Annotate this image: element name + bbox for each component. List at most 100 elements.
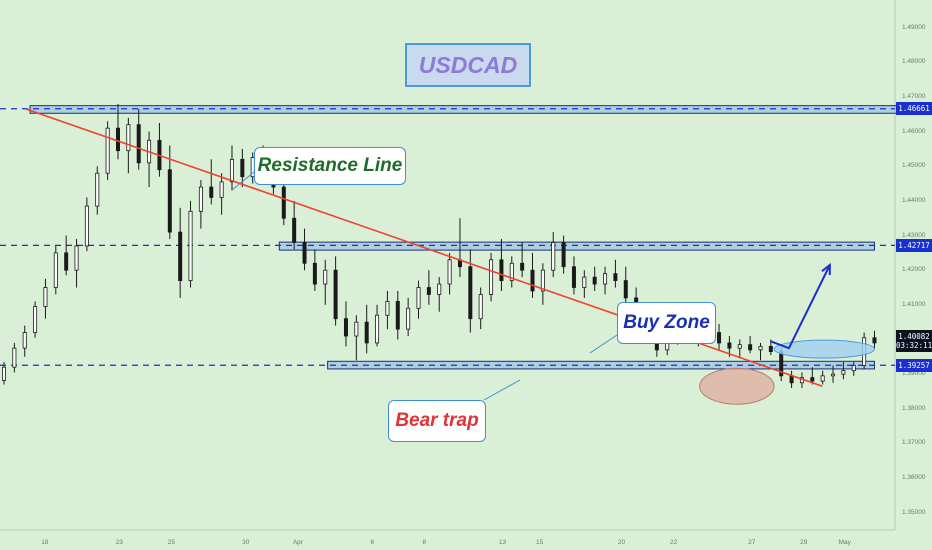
candle (447, 252, 452, 295)
candle (551, 232, 556, 278)
candle-body-down (292, 217, 297, 243)
candle-body-up (74, 245, 79, 271)
candle (292, 200, 297, 250)
price-axis-label: 1.39257 (896, 358, 932, 372)
bear-trap-label: Bear trap (395, 410, 479, 431)
buy-zone-callout-pointer (589, 334, 618, 354)
candle-body-down (623, 280, 628, 299)
candle (302, 228, 307, 271)
candle-body-up (375, 314, 380, 344)
x-tick-label: 13 (498, 539, 507, 546)
candle-body-down (281, 186, 286, 219)
candle-body-down (468, 266, 473, 320)
candle-body-up (43, 287, 48, 307)
candle-body-up (509, 262, 514, 281)
candle-body-up (12, 347, 17, 368)
candle-body-down (520, 262, 525, 271)
candle (758, 342, 763, 361)
candle-body-down (768, 346, 773, 353)
candle (406, 297, 411, 337)
y-tick-label: 1.36000 (902, 474, 926, 482)
candle-body-up (354, 321, 359, 337)
candle (426, 270, 431, 305)
resistance-line-label: Resistance Line (257, 155, 403, 176)
candle-body-down (240, 158, 245, 178)
candle-body-up (385, 300, 390, 316)
candle-body-down (426, 287, 431, 295)
candle (437, 277, 442, 312)
candle-body-down (302, 242, 307, 264)
y-tick-label: 1.37000 (902, 439, 926, 447)
candle (188, 200, 193, 288)
x-tick-label: 30 (242, 539, 250, 546)
y-tick-label: 1.48000 (902, 58, 926, 66)
candle-body-up (406, 307, 411, 330)
y-tick-label: 1.44000 (902, 196, 926, 204)
candle-body-down (561, 242, 566, 268)
candle-body-down (395, 300, 400, 330)
candle-body-down (613, 273, 618, 281)
candle-body-up (323, 269, 328, 285)
candle (623, 266, 628, 305)
candle (115, 103, 120, 160)
candle-body-up (820, 375, 825, 382)
candle (737, 339, 742, 359)
buy-zone-label: Buy Zone (623, 312, 710, 333)
candle-body-up (53, 252, 58, 288)
candle-body-down (167, 169, 172, 233)
candle-body-up (198, 186, 203, 212)
candle (841, 361, 846, 380)
candle (613, 259, 618, 288)
candle (323, 259, 328, 305)
y-tick-label: 1.43000 (902, 231, 926, 239)
candle-body-up (188, 210, 193, 281)
candle-body-up (105, 127, 110, 174)
candle-body-down (499, 259, 504, 281)
candle-body-up (603, 273, 608, 285)
candle (540, 263, 545, 305)
candle-body-down (312, 262, 317, 285)
price-axis-label: 1.46661 (896, 102, 932, 116)
candle-body-up (851, 365, 856, 372)
candle-body-up (2, 366, 7, 381)
candle (126, 117, 131, 174)
candle-body-down (343, 318, 348, 337)
candle (810, 367, 815, 385)
y-tick-label: 1.39000 (902, 370, 926, 378)
candle (509, 256, 514, 288)
candle-body-down (872, 337, 877, 344)
candle-body-down (115, 127, 120, 152)
candle (219, 173, 224, 215)
candle (385, 290, 390, 330)
buy-zone-ellipse (773, 339, 875, 359)
candle (209, 159, 214, 205)
candle-body-up (447, 259, 452, 285)
candle (364, 304, 369, 354)
candle-body-up (489, 259, 494, 295)
x-tick-label: 22 (669, 539, 678, 546)
candle-body-up (841, 370, 846, 375)
candle-body-up (551, 242, 556, 271)
bear-trap-callout: Bear trap (388, 400, 486, 442)
candle (33, 301, 38, 338)
y-tick-label: 1.45000 (902, 162, 926, 170)
candle (354, 315, 359, 361)
candle-body-up (84, 205, 89, 247)
y-tick-label: 1.38000 (902, 404, 926, 412)
candle (198, 180, 203, 229)
candle-body-up (416, 287, 421, 309)
candle (872, 330, 877, 349)
candle-body-down (64, 252, 69, 271)
resistance-line-callout: Resistance Line (254, 147, 406, 185)
candle-body-up (540, 269, 545, 292)
candle (64, 235, 69, 276)
candle (478, 287, 483, 330)
candle (375, 304, 380, 347)
candle-body-up (437, 283, 442, 295)
projection-arrow-line (769, 264, 831, 350)
candle (22, 325, 27, 357)
candle (240, 148, 245, 188)
